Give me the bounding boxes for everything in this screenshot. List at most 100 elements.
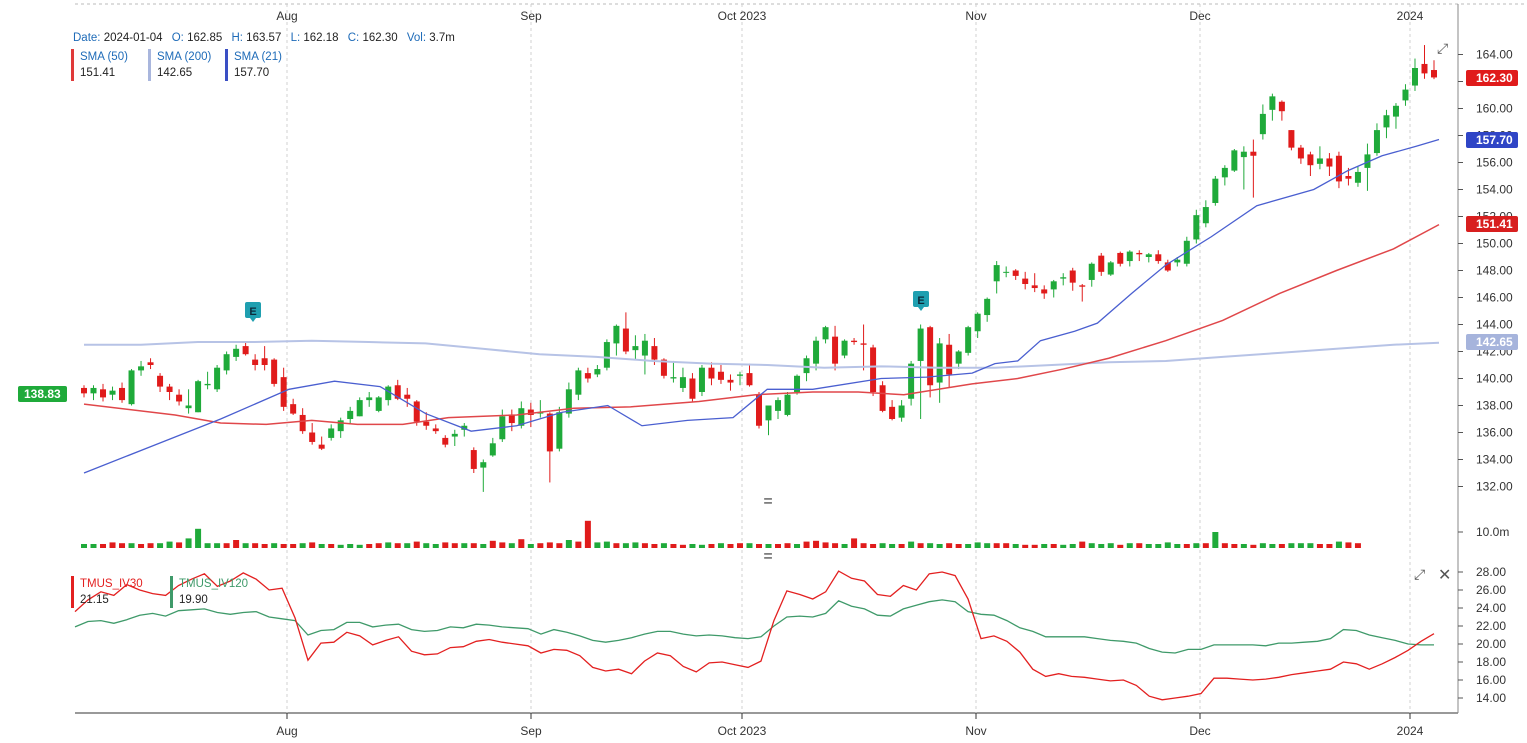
volume-bar: [765, 544, 772, 548]
candle-body: [109, 390, 116, 395]
candle-body: [461, 425, 468, 430]
date-value: 2024-01-04: [103, 32, 163, 44]
sma200-line: [84, 339, 1440, 369]
candle-body: [138, 366, 145, 371]
volume-bar: [841, 544, 848, 548]
volume-bar: [347, 544, 354, 548]
iv-tick-label: 28.00: [1476, 565, 1506, 579]
candle-body: [851, 340, 858, 343]
volume-bar: [584, 520, 591, 548]
candle-body: [1402, 89, 1409, 101]
volume-bar: [851, 538, 858, 548]
low-value: 162.18: [303, 32, 339, 44]
candle-body: [489, 443, 496, 456]
candle-body: [442, 437, 449, 445]
x-tick-label-bottom: Dec: [1189, 724, 1210, 738]
candle-body: [394, 385, 401, 399]
volume-bar: [280, 544, 287, 548]
volume-bar: [613, 543, 620, 548]
volume-bar: [575, 541, 582, 548]
volume-bar: [936, 544, 943, 548]
candle-body: [1107, 262, 1114, 275]
volume-bar: [1069, 544, 1076, 548]
volume-bar: [356, 544, 363, 548]
open-value: 162.85: [187, 32, 223, 44]
volume-bar: [138, 544, 145, 548]
volume-bar: [318, 544, 325, 548]
price-tick-label: 134.00: [1476, 453, 1513, 467]
candle-body: [765, 405, 772, 421]
expand-price-pane-icon[interactable]: ⤢: [1437, 40, 1449, 56]
legend-sma50[interactable]: SMA (50) 151.41: [71, 49, 128, 81]
close-iv-pane-icon[interactable]: ✕: [1438, 567, 1452, 584]
volume-bar: [1345, 542, 1352, 548]
volume-bar: [328, 544, 335, 548]
earnings-marker-pointer: [918, 307, 924, 311]
volume-bar: [784, 543, 791, 548]
volume-bar: [794, 544, 801, 548]
volume-bar: [413, 541, 420, 548]
candle-body: [736, 374, 743, 376]
candle-body: [984, 298, 991, 316]
candle-body: [584, 373, 591, 379]
x-tick-label-bottom: Oct 2023: [718, 724, 767, 738]
legend-sma200[interactable]: SMA (200) 142.65: [148, 49, 211, 81]
candle-body: [271, 359, 278, 384]
price-tick-label: 154.00: [1476, 183, 1513, 197]
expand-iv-pane-icon[interactable]: ⤢: [1414, 566, 1426, 582]
volume-bar: [1164, 542, 1171, 548]
legend-sma50-name: SMA (50): [80, 51, 128, 63]
pane-divider-handle: =: [763, 548, 772, 565]
candle-body: [813, 340, 820, 364]
candle-body: [81, 387, 87, 394]
legend-iv120[interactable]: TMUS_IV120 19.90: [170, 576, 248, 608]
candle-body: [1316, 158, 1323, 164]
x-tick-label-bottom: Nov: [965, 724, 986, 738]
earnings-marker: [913, 291, 929, 307]
volume-bar: [252, 543, 259, 548]
candle-body: [1050, 281, 1057, 290]
volume-bar: [670, 544, 677, 548]
legend-sma21-value: 157.70: [234, 67, 270, 79]
candle-body: [565, 389, 572, 414]
candle-body: [508, 414, 515, 424]
volume-bar: [1022, 544, 1029, 548]
candle-body: [927, 327, 934, 386]
legend-iv30[interactable]: TMUS_IV30 21.15: [71, 576, 143, 608]
candle-body: [603, 342, 610, 368]
candle-body: [870, 347, 877, 392]
candle-body: [594, 369, 601, 375]
volume-bar: [109, 542, 116, 548]
volume-bar: [1136, 543, 1143, 548]
candle-body: [1326, 158, 1333, 167]
sma50-line: [83, 223, 1440, 426]
candle-body: [1164, 262, 1171, 271]
volume-bar: [1326, 544, 1333, 548]
volume-bar: [185, 538, 192, 548]
iv-tick-label: 14.00: [1476, 691, 1506, 705]
volume-bar: [309, 542, 316, 548]
volume-bar: [727, 544, 734, 548]
volume-bar: [299, 543, 306, 548]
volume-bar: [1297, 543, 1304, 548]
candle-body: [1250, 151, 1257, 156]
candle-body: [1079, 285, 1086, 287]
volume-bar: [1003, 543, 1010, 548]
volume-bar: [746, 543, 753, 548]
volume-bar: [366, 544, 373, 548]
volume-bar: [993, 543, 1000, 548]
volume-bar: [822, 542, 829, 548]
volume-bar: [832, 543, 839, 548]
volume-bar: [385, 542, 392, 548]
ohlc-readout: Date: 2024-01-04 O: 162.85 H: 163.57 L: …: [73, 32, 461, 44]
legend-sma21[interactable]: SMA (21) 157.70: [225, 49, 282, 81]
candle-body: [252, 359, 259, 365]
candle-body: [756, 394, 762, 426]
open-label: O:: [171, 32, 184, 44]
candle-body: [841, 340, 848, 356]
candle-body: [889, 406, 896, 419]
volume-bar: [90, 544, 97, 548]
candle-body: [176, 394, 183, 402]
candle-body: [679, 377, 686, 388]
candle-body: [908, 363, 915, 399]
